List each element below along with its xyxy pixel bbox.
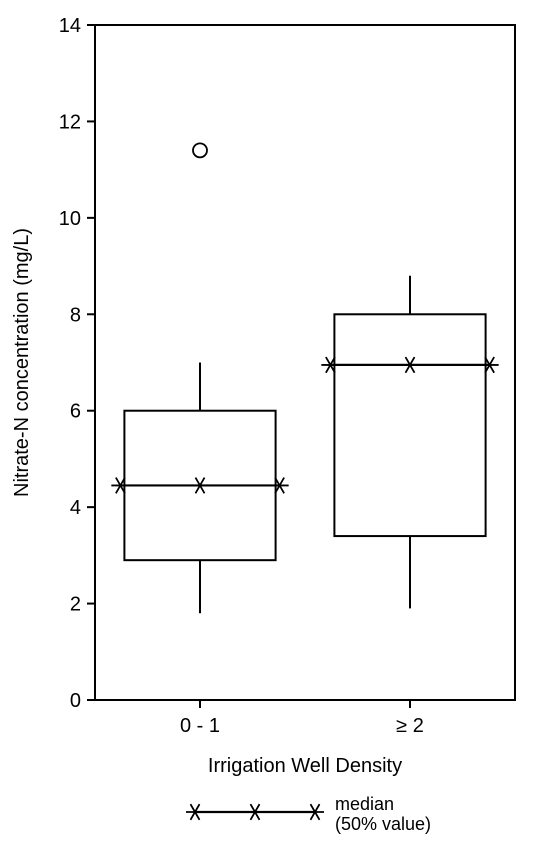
boxplot-chart: 0 2 4 6 8 10 12 14 Nitrate-N concentration (mg/L… [0,0,550,864]
y-tick-label: 6 [70,401,81,423]
y-tick-label: 2 [70,594,81,616]
y-tick-label: 12 [59,111,81,133]
y-tick-label: 0 [70,690,81,712]
y-tick-label: 4 [70,497,81,519]
legend-label-line1: median [335,794,394,814]
y-tick-label: 14 [59,15,81,37]
x-category-label: ≥ 2 [396,715,424,737]
x-axis-label: Irrigation Well Density [208,755,402,777]
y-tick-label: 8 [70,304,81,326]
y-axis-label: Nitrate-N concentration (mg/L) [11,228,33,497]
chart-svg: 0 2 4 6 8 10 12 14 Nitrate-N concentration (mg/L… [0,0,550,864]
legend-label-line2: (50% value) [335,814,431,834]
box-rect [334,314,485,536]
x-category-label: 0 - 1 [180,715,220,737]
y-tick-label: 10 [59,208,81,230]
